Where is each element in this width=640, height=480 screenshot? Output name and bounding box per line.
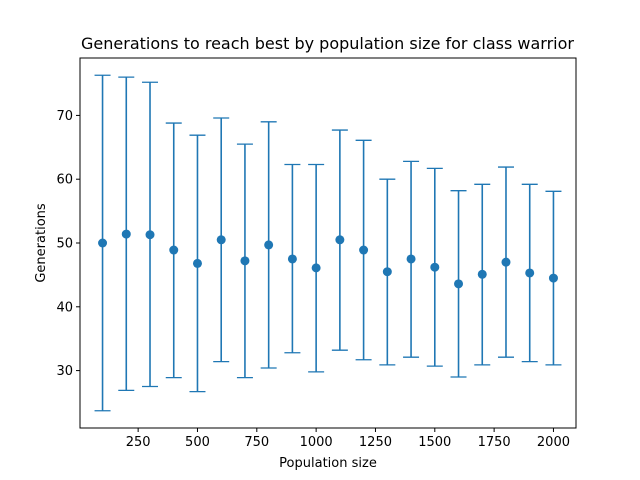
data-point (382, 267, 392, 277)
y-axis-label: Generations (34, 203, 49, 283)
data-point (525, 268, 535, 278)
x-tick-label: 2000 (537, 435, 570, 450)
x-tick-label: 1250 (359, 435, 392, 450)
data-point (287, 254, 297, 264)
x-tick-label: 1000 (300, 435, 333, 450)
data-point (406, 254, 416, 264)
data-point (311, 263, 321, 273)
y-tick-label: 50 (56, 237, 73, 252)
data-point (430, 262, 440, 272)
data-point (98, 238, 108, 248)
y-tick-label: 30 (56, 364, 73, 379)
data-series (94, 74, 562, 412)
data-point (121, 229, 131, 239)
data-point (216, 235, 226, 245)
x-axis: 250 500 750 1000 1250 1500 1750 2000 (126, 428, 570, 450)
x-tick-label: 750 (244, 435, 269, 450)
plot-frame (79, 57, 577, 429)
y-tick-label: 40 (56, 300, 73, 315)
y-tick-label: 70 (56, 109, 73, 124)
data-point (264, 240, 274, 250)
data-point (501, 257, 511, 267)
data-point (359, 245, 369, 255)
x-tick-label: 250 (126, 435, 151, 450)
y-tick-label: 60 (56, 173, 73, 188)
data-point (240, 256, 250, 266)
x-tick-label: 500 (185, 435, 210, 450)
data-point (192, 258, 202, 268)
data-point (454, 279, 464, 289)
x-axis-label: Population size (279, 456, 377, 471)
x-tick-label: 1750 (478, 435, 511, 450)
data-point (477, 269, 487, 279)
data-point (145, 230, 155, 240)
x-tick-label: 1500 (418, 435, 451, 450)
data-point (335, 235, 345, 245)
y-axis: 30 40 50 60 70 (56, 109, 80, 379)
chart-title: Generations to reach best by population … (81, 34, 574, 53)
data-point (169, 245, 179, 255)
data-point (548, 273, 558, 283)
